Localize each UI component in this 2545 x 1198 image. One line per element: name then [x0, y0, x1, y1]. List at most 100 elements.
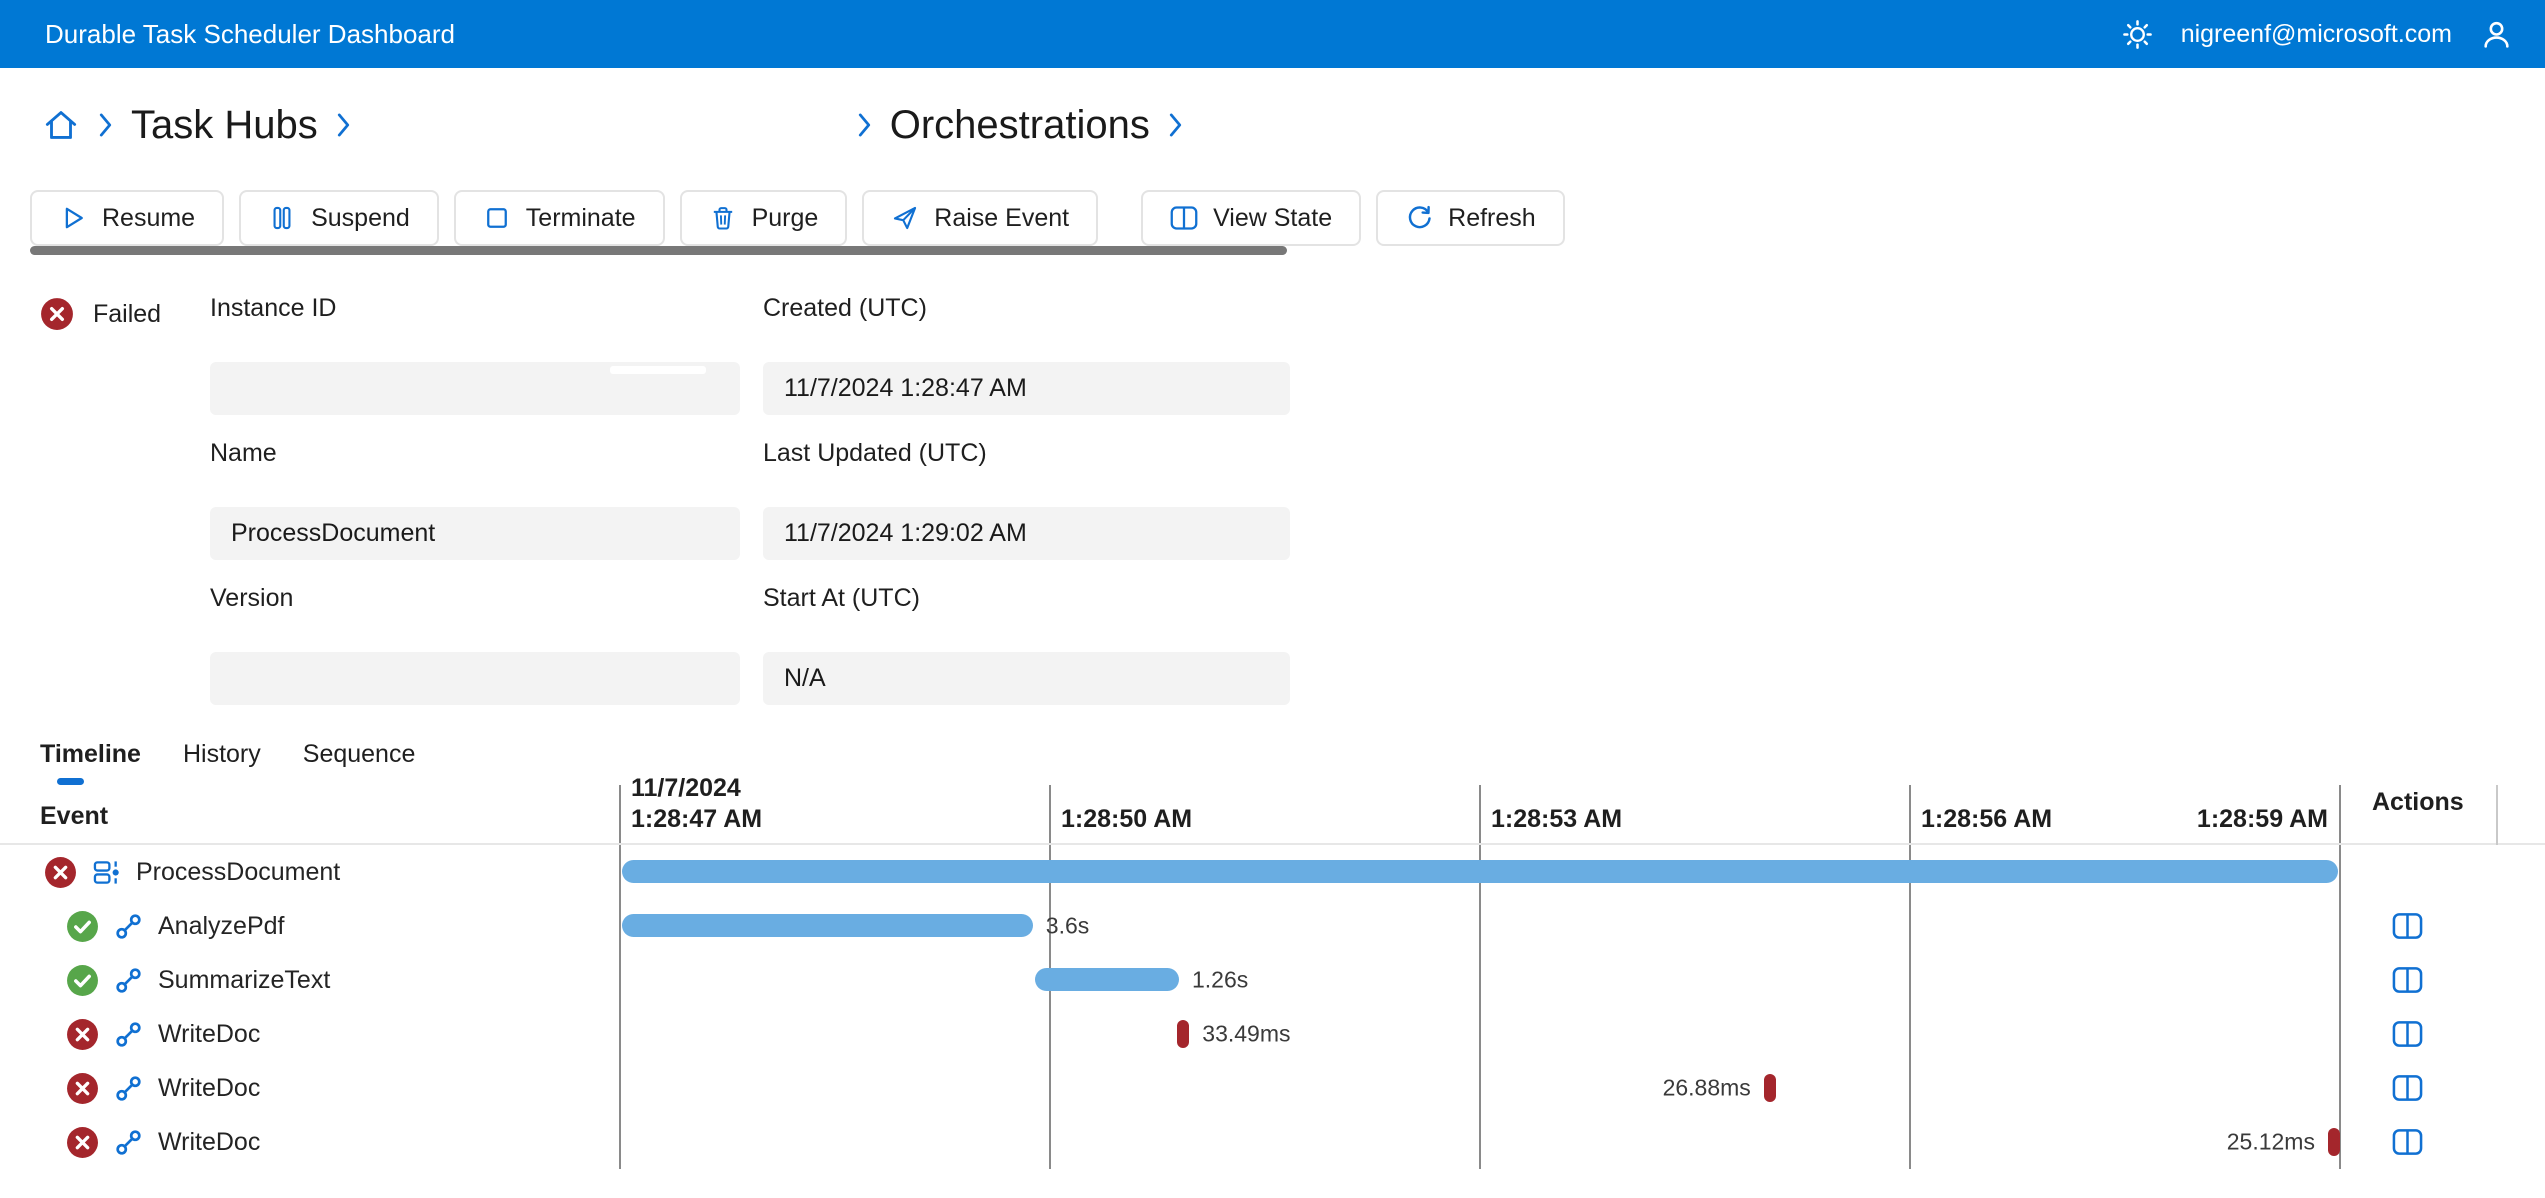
- field-label: Last Updated (UTC): [763, 439, 987, 467]
- view-state-action-icon[interactable]: [2392, 1074, 2423, 1102]
- timeline-bar: 25.12ms: [2227, 1128, 2340, 1156]
- breadcrumb-orchestrations[interactable]: Orchestrations: [889, 102, 1150, 147]
- stop-square-icon: [483, 204, 511, 232]
- timeline-row-writedoc-2: WriteDoc 26.88ms: [0, 1061, 2545, 1115]
- field-label: Start At (UTC): [763, 584, 920, 612]
- field-label: Name: [210, 439, 277, 467]
- purge-button[interactable]: Purge: [679, 190, 848, 246]
- app-title: Durable Task Scheduler Dashboard: [45, 18, 455, 49]
- orchestration-toolbar: Resume Suspend Terminate Purge Raise Eve…: [30, 190, 1565, 246]
- duration-label: 1.26s: [1191, 966, 1249, 992]
- timeline-row-summarizetext: SummarizeText 1.26s: [0, 953, 2545, 1007]
- timeline-row-writedoc-1: WriteDoc 33.49ms: [0, 1007, 2545, 1061]
- time-tick: 1:28:56 AM: [1921, 805, 2053, 833]
- play-icon: [59, 204, 87, 232]
- created-utc-value: 11/7/2024 1:28:47 AM: [763, 362, 1290, 415]
- field-name: Name ProcessDocument: [210, 440, 740, 585]
- tab-timeline[interactable]: Timeline: [40, 740, 141, 785]
- duration-label: 25.12ms: [2226, 1128, 2315, 1155]
- timeline-row-analyzepdf: AnalyzePdf 3.6s: [0, 899, 2545, 953]
- last-updated-utc-value: 11/7/2024 1:29:02 AM: [763, 507, 1290, 560]
- field-label: Created (UTC): [763, 294, 927, 322]
- event-name: WriteDoc: [158, 1073, 261, 1102]
- failed-status-icon: [44, 856, 77, 889]
- event-name: ProcessDocument: [136, 857, 341, 886]
- refresh-button[interactable]: Refresh: [1376, 190, 1565, 246]
- horizontal-scrollbar[interactable]: [30, 246, 1287, 255]
- actions-column-header: Actions: [2372, 788, 2464, 816]
- event-name: SummarizeText: [158, 965, 331, 994]
- view-state-button[interactable]: View State: [1141, 190, 1362, 246]
- user-profile-icon[interactable]: [2480, 18, 2513, 51]
- home-icon[interactable]: [42, 106, 80, 144]
- duration-label: 26.88ms: [1662, 1074, 1751, 1101]
- actions-column-divider: [2496, 785, 2498, 845]
- time-tick: 1:28:50 AM: [1061, 805, 1193, 833]
- suspend-button[interactable]: Suspend: [239, 190, 439, 246]
- name-value: ProcessDocument: [210, 507, 740, 560]
- user-email[interactable]: nigreenf@microsoft.com: [2180, 19, 2452, 48]
- redaction-mark: [610, 366, 706, 374]
- terminate-button[interactable]: Terminate: [453, 190, 665, 246]
- refresh-icon: [1405, 204, 1433, 232]
- field-version: Version: [210, 585, 740, 730]
- settings-gear-icon[interactable]: [2122, 19, 2153, 50]
- timeline-row-writedoc-3: WriteDoc 25.12ms: [0, 1115, 2545, 1169]
- version-value: [210, 652, 740, 705]
- raise-event-button[interactable]: Raise Event: [862, 190, 1099, 246]
- timeline-bar: 26.88ms: [1663, 1074, 1776, 1102]
- completed-status-icon: [66, 910, 99, 943]
- failed-status-icon: [66, 1126, 99, 1159]
- time-tick: 1:28:59 AM: [2196, 805, 2328, 833]
- activity-icon: [115, 1021, 142, 1048]
- activity-icon: [115, 913, 142, 940]
- field-label: Instance ID: [210, 294, 337, 322]
- tab-history[interactable]: History: [182, 740, 261, 768]
- time-tick: 1:28:53 AM: [1491, 805, 1623, 833]
- status-label: Failed: [93, 299, 162, 328]
- field-created-utc: Created (UTC) 11/7/2024 1:28:47 AM: [763, 295, 1290, 440]
- timeline-header: Event 11/7/2024 1:28:47 AM 1:28:50 AM 1:…: [0, 774, 2545, 845]
- timeline-bar: [621, 860, 2339, 883]
- failed-status-icon: [66, 1018, 99, 1051]
- event-column-header: Event: [40, 802, 109, 830]
- breadcrumb: Task Hubs Orchestrations: [42, 92, 1201, 158]
- timeline-panel: Event 11/7/2024 1:28:47 AM 1:28:50 AM 1:…: [0, 774, 2545, 1170]
- trash-icon: [709, 204, 737, 232]
- failed-status-icon: [66, 1072, 99, 1105]
- event-name: AnalyzePdf: [158, 911, 285, 940]
- duration-label: 3.6s: [1045, 912, 1090, 938]
- split-pane-icon: [1170, 204, 1198, 232]
- start-at-utc-value: N/A: [763, 652, 1290, 705]
- view-tabs: Timeline History Sequence: [40, 740, 415, 785]
- timeline-bar: 3.6s: [621, 912, 1089, 938]
- chevron-right-icon: [1167, 110, 1184, 140]
- chevron-right-icon: [97, 110, 114, 140]
- time-axis: 11/7/2024 1:28:47 AM 1:28:50 AM 1:28:53 …: [620, 774, 2340, 845]
- pause-icon: [268, 204, 296, 232]
- activity-icon: [115, 1075, 142, 1102]
- breadcrumb-task-hubs[interactable]: Task Hubs: [131, 102, 318, 147]
- view-state-action-icon[interactable]: [2392, 966, 2423, 994]
- tab-sequence[interactable]: Sequence: [302, 740, 416, 768]
- view-state-action-icon[interactable]: [2392, 912, 2423, 940]
- event-name: WriteDoc: [158, 1127, 261, 1156]
- event-name: WriteDoc: [158, 1019, 261, 1048]
- resume-button[interactable]: Resume: [30, 190, 225, 246]
- completed-status-icon: [66, 964, 99, 997]
- details-fields: Instance ID Created (UTC) 11/7/2024 1:28…: [210, 295, 1290, 730]
- chevron-right-icon: [856, 110, 873, 140]
- header-right-group: nigreenf@microsoft.com: [2122, 18, 2513, 51]
- app-header: Durable Task Scheduler Dashboard nigreen…: [0, 0, 2545, 68]
- activity-icon: [115, 1129, 142, 1156]
- orchestration-icon: [93, 859, 120, 886]
- timeline-bar: 1.26s: [1034, 966, 1248, 992]
- view-state-action-icon[interactable]: [2392, 1020, 2423, 1048]
- view-state-action-icon[interactable]: [2392, 1128, 2423, 1156]
- active-tab-indicator: [57, 778, 84, 785]
- breadcrumb-spacer: [369, 125, 839, 126]
- field-start-at-utc: Start At (UTC) N/A: [763, 585, 1290, 730]
- send-icon: [891, 204, 919, 232]
- timeline-bar: 33.49ms: [1177, 1020, 1291, 1048]
